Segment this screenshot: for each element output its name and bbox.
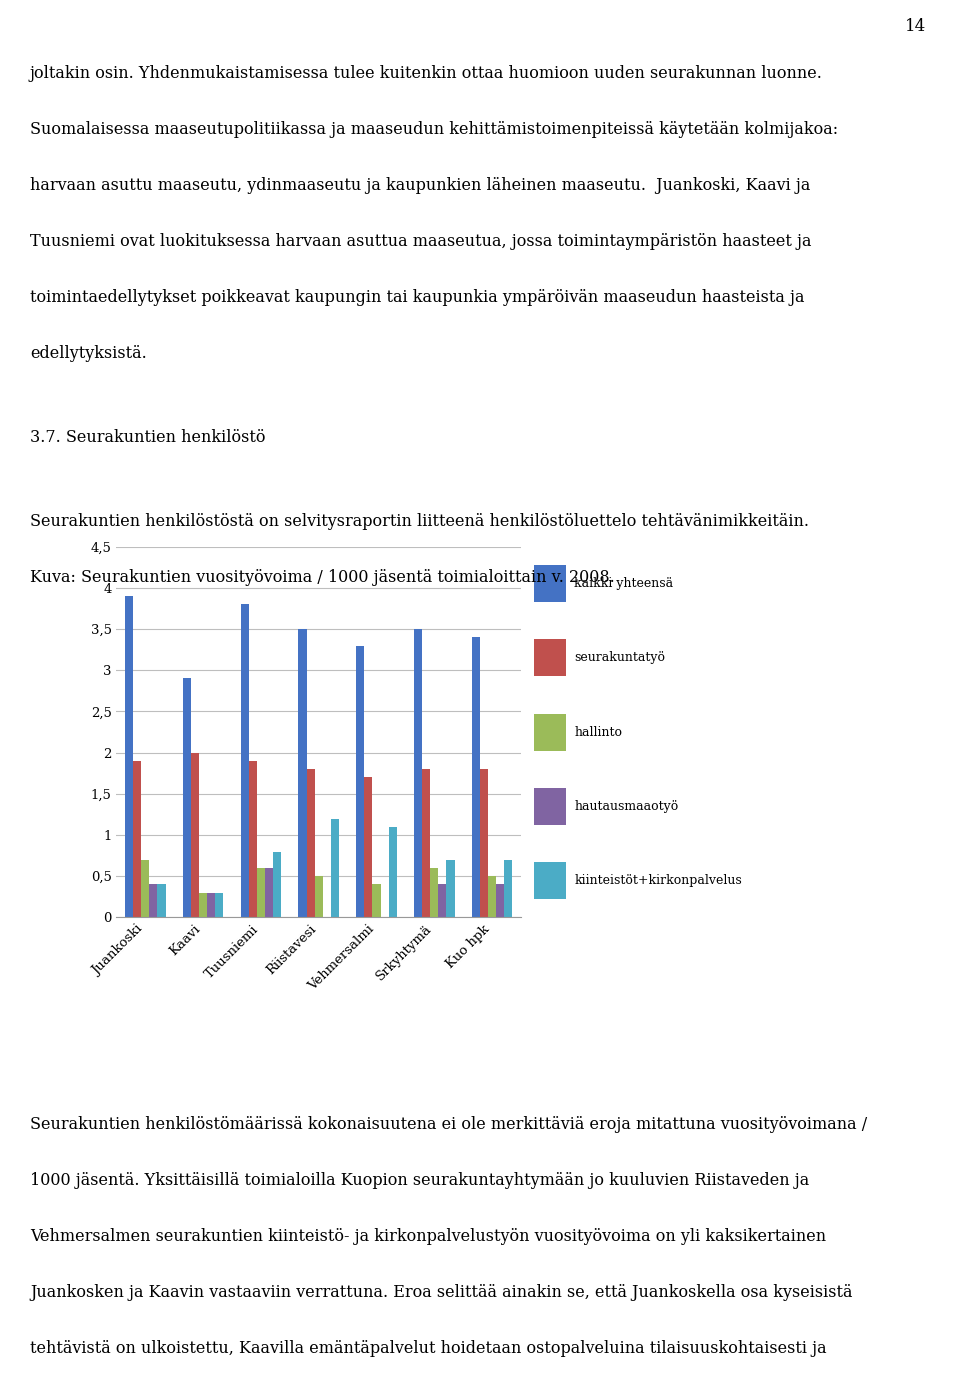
Bar — [389, 827, 396, 917]
Text: kaikki yhteensä: kaikki yhteensä — [574, 577, 673, 591]
Text: hautausmaaotyö: hautausmaaotyö — [574, 799, 679, 813]
Text: Vehmersalmen seurakuntien kiinteistö- ja kirkonpalvelustyön vuosityövoima on yli: Vehmersalmen seurakuntien kiinteistö- ja… — [30, 1228, 827, 1245]
Bar — [265, 869, 273, 917]
Bar — [534, 639, 565, 676]
Bar — [446, 860, 454, 917]
Bar — [430, 869, 439, 917]
Bar — [199, 893, 207, 917]
Bar — [315, 877, 323, 917]
Bar — [257, 869, 265, 917]
Text: tehtävistä on ulkoistettu, Kaavilla emäntäpalvelut hoidetaan ostopalveluina tila: tehtävistä on ulkoistettu, Kaavilla emän… — [30, 1340, 827, 1357]
Bar — [534, 788, 565, 824]
Bar — [125, 596, 133, 917]
Text: 3.7. Seurakuntien henkilöstö: 3.7. Seurakuntien henkilöstö — [30, 429, 266, 445]
Text: hallinto: hallinto — [574, 726, 622, 739]
Bar — [472, 638, 480, 917]
Bar — [150, 885, 157, 917]
Bar — [207, 893, 215, 917]
Text: Suomalaisessa maaseutupolitiikassa ja maaseudun kehittämistoimenpiteissä käytetä: Suomalaisessa maaseutupolitiikassa ja ma… — [30, 120, 838, 138]
Bar — [215, 893, 224, 917]
Text: 1000 jäsentä. Yksittäisillä toimialoilla Kuopion seurakuntayhtymään jo kuuluvien: 1000 jäsentä. Yksittäisillä toimialoilla… — [30, 1171, 809, 1189]
Bar — [299, 629, 306, 917]
Bar — [365, 777, 372, 917]
Bar — [133, 761, 141, 917]
Bar — [356, 646, 365, 917]
Bar — [534, 862, 565, 899]
Text: 14: 14 — [905, 18, 926, 35]
Bar — [422, 769, 430, 917]
Text: harvaan asuttu maaseutu, ydinmaaseutu ja kaupunkien läheinen maaseutu.  Juankosk: harvaan asuttu maaseutu, ydinmaaseutu ja… — [30, 177, 810, 194]
Bar — [331, 819, 339, 917]
Text: Kuva: Seurakuntien vuosityövoima / 1000 jäsentä toimialoittain v. 2008.: Kuva: Seurakuntien vuosityövoima / 1000 … — [30, 568, 614, 586]
Bar — [534, 566, 565, 602]
Text: seurakuntatyö: seurakuntatyö — [574, 651, 665, 664]
Text: Seurakuntien henkilöstöstä on selvitysraportin liitteenä henkilöstöluettelo teht: Seurakuntien henkilöstöstä on selvitysra… — [30, 513, 809, 530]
Bar — [534, 714, 565, 751]
Bar — [182, 679, 191, 917]
Bar — [504, 860, 513, 917]
Bar — [249, 761, 257, 917]
Text: kiinteistöt+kirkonpalvelus: kiinteistöt+kirkonpalvelus — [574, 874, 742, 887]
Bar — [414, 629, 422, 917]
Bar — [496, 885, 504, 917]
Bar — [191, 752, 199, 917]
Bar — [488, 877, 496, 917]
Bar — [141, 860, 150, 917]
Text: toimintaedellytykset poikkeavat kaupungin tai kaupunkia ympäröivän maaseudun haa: toimintaedellytykset poikkeavat kaupungi… — [30, 289, 804, 306]
Bar — [306, 769, 315, 917]
Bar — [480, 769, 488, 917]
Bar — [439, 885, 446, 917]
Text: Juankosken ja Kaavin vastaaviin verrattuna. Eroa selittää ainakin se, että Juank: Juankosken ja Kaavin vastaaviin verrattu… — [30, 1283, 852, 1301]
Bar — [372, 885, 380, 917]
Text: joltakin osin. Yhdenmukaistamisessa tulee kuitenkin ottaa huomioon uuden seuraku: joltakin osin. Yhdenmukaistamisessa tule… — [30, 65, 823, 82]
Text: Tuusniemi ovat luokituksessa harvaan asuttua maaseutua, jossa toimintaympäristön: Tuusniemi ovat luokituksessa harvaan asu… — [30, 232, 811, 250]
Text: Seurakuntien henkilöstömäärissä kokonaisuutena ei ole merkittäviä eroja mitattun: Seurakuntien henkilöstömäärissä kokonais… — [30, 1116, 867, 1133]
Bar — [241, 604, 249, 917]
Bar — [273, 852, 281, 917]
Text: edellytyksistä.: edellytyksistä. — [30, 344, 147, 362]
Bar — [157, 885, 165, 917]
